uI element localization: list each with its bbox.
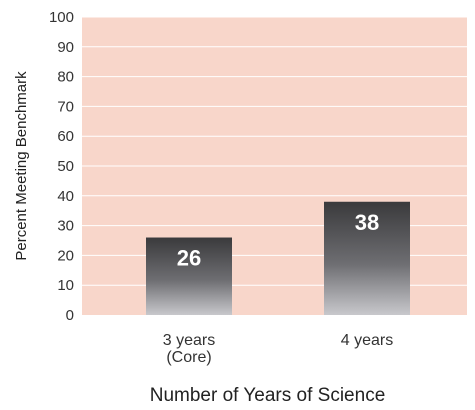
- y-tick-label: 50: [57, 158, 74, 175]
- x-category-label: (Core): [166, 349, 211, 366]
- x-category-label: 3 years: [163, 332, 215, 349]
- y-tick-label: 10: [57, 277, 74, 294]
- y-tick-label: 30: [57, 218, 74, 235]
- x-axis-categories: 3 years(Core) 4 years: [163, 332, 393, 366]
- bar: [146, 237, 232, 315]
- y-tick-label: 90: [57, 39, 74, 56]
- y-tick-label: 80: [57, 69, 74, 86]
- bars: 26 38: [146, 201, 410, 315]
- y-tick-label: 100: [49, 9, 74, 26]
- bar-value-label: 26: [177, 246, 201, 271]
- y-tick-label: 70: [57, 98, 74, 115]
- gridlines: [82, 16, 467, 286]
- y-tick-label: 60: [57, 128, 74, 145]
- y-axis-ticks: 0 10 20 30 40 50 60 70 80 90 100: [49, 9, 74, 324]
- bar: [324, 201, 410, 315]
- bar-value-label: 38: [355, 210, 379, 235]
- y-tick-label: 20: [57, 247, 74, 264]
- y-tick-label: 0: [66, 307, 74, 324]
- y-axis-title: Percent Meeting Benchmark: [13, 71, 30, 261]
- x-category-label: 4 years: [341, 332, 393, 349]
- y-tick-label: 40: [57, 188, 74, 205]
- x-axis-title: Number of Years of Science: [150, 385, 386, 406]
